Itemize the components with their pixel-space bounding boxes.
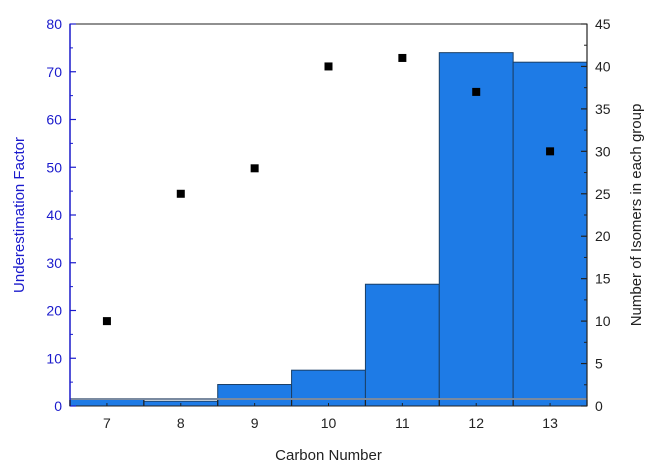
point-8: [176, 189, 185, 198]
left-tick-label: 50: [46, 159, 62, 175]
right-tick-label: 20: [595, 228, 611, 244]
right-tick-label: 5: [595, 356, 603, 372]
right-tick-label: 45: [595, 16, 611, 32]
points-layer: [102, 53, 555, 326]
left-tick-label: 80: [46, 16, 62, 32]
left-tick-label: 10: [46, 350, 62, 366]
left-tick-label: 0: [54, 398, 62, 414]
point-12: [472, 87, 481, 96]
point-7: [102, 317, 111, 326]
x-tick-label: 7: [103, 415, 111, 431]
point-10: [324, 62, 333, 71]
right-tick-label: 0: [595, 398, 603, 414]
left-tick-label: 70: [46, 64, 62, 80]
right-tick-label: 40: [595, 58, 611, 74]
x-axis-title: Carbon Number: [275, 447, 382, 464]
x-tick-label: 10: [321, 415, 337, 431]
right-tick-label: 35: [595, 101, 611, 117]
bar-12: [438, 52, 514, 407]
x-axis: 7 8 9 10 11 12 13: [69, 400, 588, 431]
bar-9: [217, 384, 293, 407]
right-tick-label: 30: [595, 143, 611, 159]
right-tick-label: 25: [595, 186, 611, 202]
left-tick-label: 20: [46, 303, 62, 319]
left-y-axis: 0 10 20 30 40 50 60 70 80: [46, 16, 76, 414]
bar-13: [512, 61, 588, 407]
x-tick-label: 8: [177, 415, 185, 431]
bar-11: [364, 283, 440, 407]
point-13: [546, 147, 555, 156]
bar-10: [291, 369, 366, 407]
right-axis-title: Number of Isomers in each group: [628, 104, 645, 327]
right-tick-label: 15: [595, 271, 611, 287]
point-9: [250, 164, 259, 173]
left-tick-label: 30: [46, 255, 62, 271]
x-tick-label: 12: [468, 415, 484, 431]
right-tick-label: 10: [595, 313, 611, 329]
x-tick-label: 13: [542, 415, 558, 431]
point-11: [398, 53, 407, 62]
left-tick-label: 60: [46, 112, 62, 128]
x-tick-label: 9: [251, 415, 259, 431]
right-y-axis: 0 5 10 15 20 25 30 35 40 45: [581, 16, 611, 414]
bars-layer: [69, 52, 588, 407]
left-axis-title: Underestimation Factor: [11, 137, 28, 293]
left-tick-label: 40: [46, 207, 62, 223]
x-tick-label: 11: [395, 415, 410, 431]
